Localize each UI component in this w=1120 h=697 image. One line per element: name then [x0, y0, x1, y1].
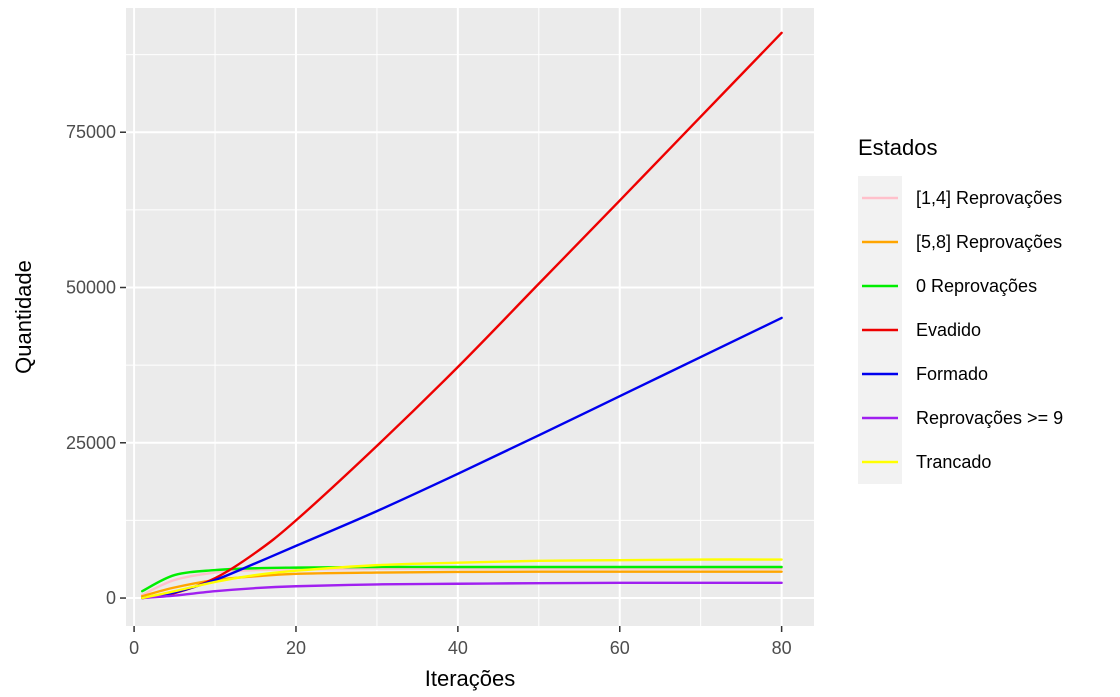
- x-axis-title: Iterações: [425, 666, 516, 691]
- y-tick-label: 75000: [66, 122, 116, 142]
- y-axis: 0 25000 50000 75000: [66, 122, 126, 608]
- series-lines: [140, 31, 783, 600]
- series-line-formado: [140, 316, 783, 600]
- legend-label-evadido: Evadido: [916, 320, 981, 340]
- panel-background: [126, 8, 814, 626]
- y-tick-label: 25000: [66, 433, 116, 453]
- x-tick-label: 80: [772, 638, 792, 658]
- legend-items: [1,4] Reprovações [5,8] Reprovações 0 Repr…: [858, 176, 1063, 484]
- series-line-reprova-es-9: [140, 581, 783, 600]
- legend-label-1-4-reprova-es: [1,4] Reprovações: [916, 188, 1062, 208]
- x-tick-label: 20: [286, 638, 306, 658]
- y-tick-label: 50000: [66, 277, 116, 297]
- legend-label-trancado: Trancado: [916, 452, 991, 472]
- legend-label-reprova-es-9: Reprovações >= 9: [916, 408, 1063, 428]
- legend-label-0-reprova-es: 0 Reprovações: [916, 276, 1037, 296]
- legend-label-5-8-reprova-es: [5,8] Reprovações: [916, 232, 1062, 252]
- series-line-trancado: [140, 558, 783, 600]
- y-axis-title: Quantidade: [11, 260, 36, 374]
- y-tick-label: 0: [106, 588, 116, 608]
- x-tick-label: 0: [129, 638, 139, 658]
- x-tick-label: 40: [448, 638, 468, 658]
- legend-label-formado: Formado: [916, 364, 988, 384]
- series-line-1-4-reprova-es: [140, 567, 783, 597]
- x-tick-label: 60: [610, 638, 630, 658]
- legend: Estados [1,4] Reprovações [5,8] Reprovaçõ…: [858, 135, 1063, 484]
- series-line-0-reprova-es: [140, 565, 783, 593]
- series-line-evadido: [140, 31, 783, 600]
- x-axis: 0 20 40 60 80: [129, 626, 792, 658]
- legend-title: Estados: [858, 135, 938, 160]
- grid-minor: [126, 8, 814, 626]
